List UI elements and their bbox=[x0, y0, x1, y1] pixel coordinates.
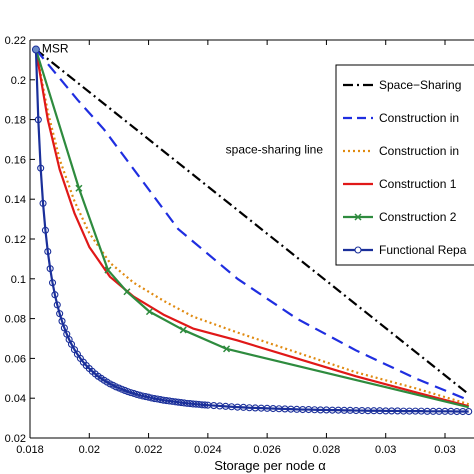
series-point bbox=[201, 401, 209, 409]
series-3 bbox=[34, 49, 470, 406]
legend-label: Construction 2 bbox=[379, 210, 457, 224]
series-point bbox=[41, 226, 49, 234]
series-line-3 bbox=[34, 49, 470, 406]
legend-item-1: Space−Sharing bbox=[343, 78, 461, 92]
annotation-layer: MSR space-sharing line bbox=[42, 42, 324, 157]
series-point bbox=[53, 301, 61, 309]
series-point bbox=[58, 317, 66, 325]
x-tick-label: 0.03 bbox=[434, 444, 455, 456]
y-tick-label: 0.2 bbox=[11, 75, 26, 87]
y-tick-label: 0.08 bbox=[5, 314, 26, 326]
y-tick-label: 0.02 bbox=[5, 433, 26, 445]
x-axis-label: Storage per node α bbox=[214, 458, 326, 473]
series-2 bbox=[35, 48, 470, 402]
series-point bbox=[75, 184, 83, 192]
series-point bbox=[46, 265, 54, 273]
series-point bbox=[51, 291, 59, 299]
legend-box bbox=[335, 64, 474, 266]
series-point bbox=[48, 279, 57, 287]
series-6 bbox=[32, 46, 473, 416]
series-point bbox=[104, 266, 112, 274]
y-tick-label: 0.04 bbox=[5, 393, 26, 405]
legend-label: Functional Repa bbox=[379, 243, 467, 257]
series-point bbox=[123, 288, 131, 296]
series-1 bbox=[35, 48, 470, 396]
y-tick-label: 0.12 bbox=[5, 234, 26, 246]
series-point bbox=[39, 199, 47, 207]
series-line-5 bbox=[34, 49, 469, 409]
legend-item-3: Construction in bbox=[343, 144, 459, 158]
y-tick-label: 0.1 bbox=[11, 274, 26, 286]
series-point bbox=[60, 324, 68, 332]
msr-annotation: MSR bbox=[42, 42, 69, 56]
legend-label: Construction in bbox=[379, 144, 459, 158]
y-tick-label: 0.22 bbox=[5, 35, 26, 47]
series-point bbox=[67, 340, 76, 348]
series-point bbox=[223, 345, 231, 353]
x-tick-label: 0.024 bbox=[194, 444, 222, 456]
series-layer bbox=[31, 45, 473, 416]
msr-point bbox=[31, 45, 40, 54]
series-5 bbox=[34, 49, 469, 409]
legend: Space−Sharing Construction in Construction… bbox=[335, 64, 474, 266]
series-line-2 bbox=[35, 48, 470, 402]
legend-marker bbox=[354, 213, 362, 221]
series-4 bbox=[34, 49, 469, 408]
series-point bbox=[145, 308, 153, 316]
legend-label: Space−Sharing bbox=[379, 78, 461, 92]
series-point bbox=[56, 310, 64, 318]
y-tick-label: 0.18 bbox=[5, 115, 26, 127]
y-tick-label: 0.06 bbox=[5, 353, 26, 365]
series-point bbox=[34, 116, 42, 124]
series-line-1 bbox=[35, 48, 470, 396]
legend-label: Construction in bbox=[379, 111, 459, 125]
x-tick-label: 0.02 bbox=[79, 444, 100, 456]
legend-item-6: Functional Repa bbox=[343, 243, 467, 257]
x-tick-label: 0.028 bbox=[313, 444, 341, 456]
x-tick-label: 0.026 bbox=[253, 444, 281, 456]
series-point bbox=[465, 407, 473, 416]
legend-item-2: Construction in bbox=[343, 111, 459, 125]
legend-marker bbox=[354, 246, 362, 254]
series-line-4 bbox=[34, 49, 469, 408]
y-tick-label: 0.16 bbox=[5, 154, 26, 166]
series-point bbox=[44, 247, 52, 256]
legend-item-5: Construction 2 bbox=[343, 210, 457, 224]
x-tick-label: 0.022 bbox=[135, 444, 163, 456]
series-point bbox=[179, 326, 187, 334]
series-point bbox=[37, 164, 45, 172]
legend-label: Construction 1 bbox=[379, 177, 457, 191]
legend-item-4: Construction 1 bbox=[343, 177, 457, 191]
x-tick-label: 0.03 bbox=[375, 444, 396, 456]
space-sharing-line-annotation: space-sharing line bbox=[226, 142, 324, 156]
x-tick-label: 0.018 bbox=[16, 444, 44, 456]
y-tick-label: 0.14 bbox=[5, 194, 26, 206]
axis-layer: 0.02 0.04 0.06 0.08 0.1 0.12 0.14 0.16 0.18 0.2 0.… bbox=[5, 35, 474, 456]
